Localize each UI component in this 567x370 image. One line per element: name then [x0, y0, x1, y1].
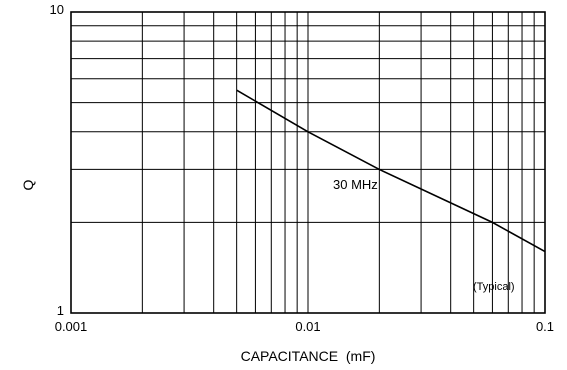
- x-tick-label: 0.01: [295, 319, 320, 334]
- grid: [71, 12, 545, 313]
- series-line-30mhz: [236, 89, 546, 253]
- series-layer: [236, 89, 546, 253]
- typical-note: (Typical): [473, 281, 515, 293]
- series-label-30mhz: 30 MHz: [333, 177, 378, 192]
- plot-frame: [70, 11, 546, 314]
- y-tick-label: 1: [57, 303, 64, 318]
- tick-labels: 0.001 0.01 0.1 1 10: [50, 2, 555, 334]
- y-tick-label: 10: [50, 2, 64, 17]
- x-tick-label: 0.1: [536, 319, 554, 334]
- y-axis-title: Q: [20, 179, 36, 190]
- x-axis-title: CAPACITANCE (mF): [241, 348, 376, 364]
- x-tick-label: 0.001: [55, 319, 88, 334]
